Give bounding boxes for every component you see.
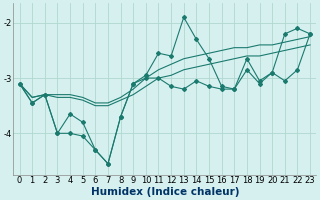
X-axis label: Humidex (Indice chaleur): Humidex (Indice chaleur) [91,187,239,197]
